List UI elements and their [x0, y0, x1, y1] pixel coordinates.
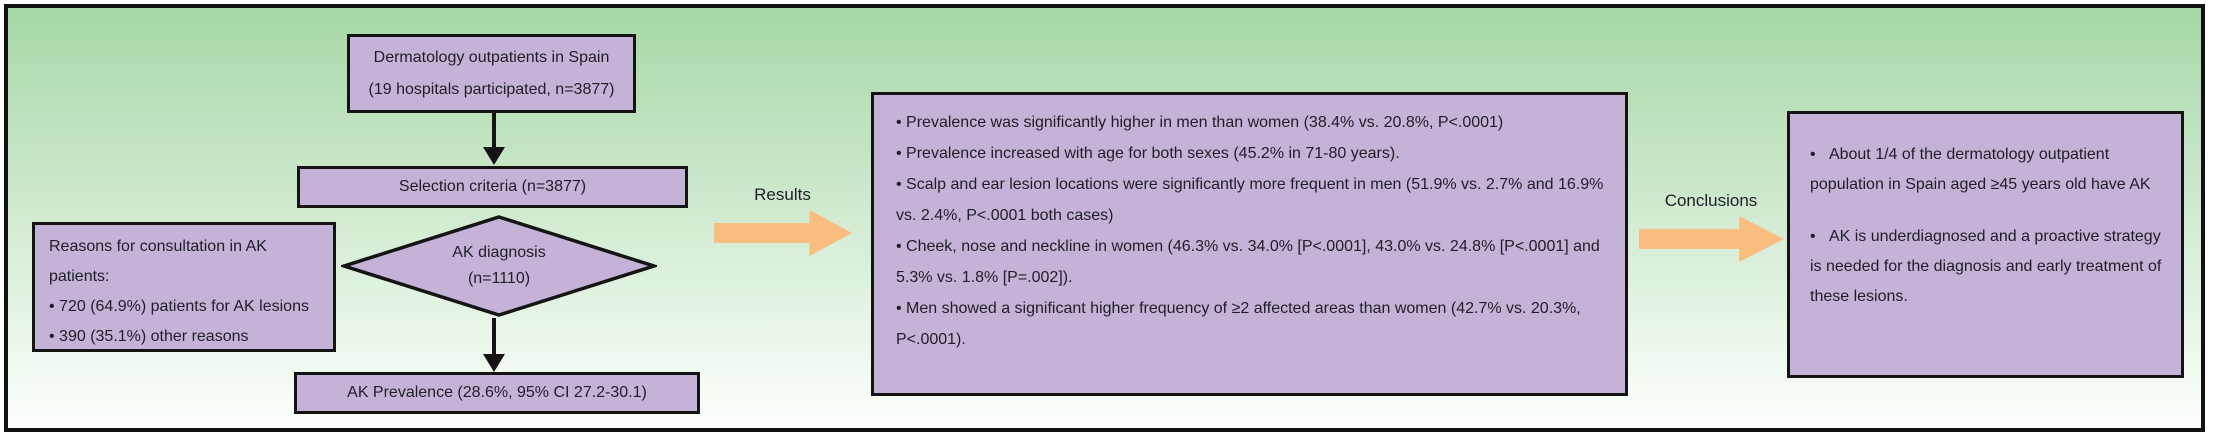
conclusions-box: • About 1/4 of the dermatology outpatien… — [1787, 111, 2184, 378]
diagnosis-diamond: AK diagnosis (n=1110) — [341, 214, 657, 318]
diagnosis-line2: (n=1110) — [467, 270, 531, 287]
results-bullet: • Cheek, nose and neckline in women (46.… — [896, 238, 1605, 286]
down-arrow-icon — [483, 318, 505, 372]
conclusions-bullet: • AK is underdiagnosed and a proactive s… — [1810, 228, 2166, 305]
selection-criteria-label: Selection criteria (n=3877) — [398, 178, 587, 195]
results-bullet: • Prevalence increased with age for both… — [896, 145, 1400, 162]
reasons-item: • 390 (35.1%) other reasons — [49, 328, 249, 345]
prevalence-box: AK Prevalence (28.6%, 95% CI 27.2-30.1) — [294, 372, 700, 414]
results-right-arrow-icon — [714, 210, 852, 256]
conclusions-right-arrow-icon — [1639, 216, 1784, 262]
population-box-line1: Dermatology outpatients in Spain — [373, 48, 610, 66]
diamond-shape-icon — [341, 215, 657, 317]
population-box-line2: (19 hospitals participated, n=3877) — [368, 80, 615, 98]
down-arrow-icon — [483, 111, 505, 165]
results-bullet: • Prevalence was significantly higher in… — [896, 114, 1504, 131]
diagnosis-diamond-text: AK diagnosis (n=1110) — [341, 214, 657, 318]
reasons-item: • 720 (64.9%) patients for AK lesions — [49, 298, 309, 315]
results-bullet: • Men showed a significant higher freque… — [896, 300, 1586, 348]
conclusions-stage-label: Conclusions — [1664, 191, 1758, 210]
reasons-box: Reasons for consultation in AK patients:… — [32, 222, 336, 352]
results-bullet: • Scalp and ear lesion locations were si… — [896, 176, 1608, 224]
conclusions-bullet: • About 1/4 of the dermatology outpatien… — [1810, 146, 2151, 193]
population-box: Dermatology outpatients in Spain (19 hos… — [347, 34, 636, 113]
selection-criteria-box: Selection criteria (n=3877) — [297, 166, 688, 208]
results-stage-label: Results — [754, 185, 811, 204]
diagnosis-line1: AK diagnosis — [452, 244, 546, 261]
figure-frame: Dermatology outpatients in Spain (19 hos… — [4, 4, 2205, 432]
results-box: • Prevalence was significantly higher in… — [871, 92, 1628, 396]
prevalence-label: AK Prevalence (28.6%, 95% CI 27.2-30.1) — [347, 384, 647, 401]
reasons-intro: Reasons for consultation in AK patients: — [49, 238, 272, 285]
